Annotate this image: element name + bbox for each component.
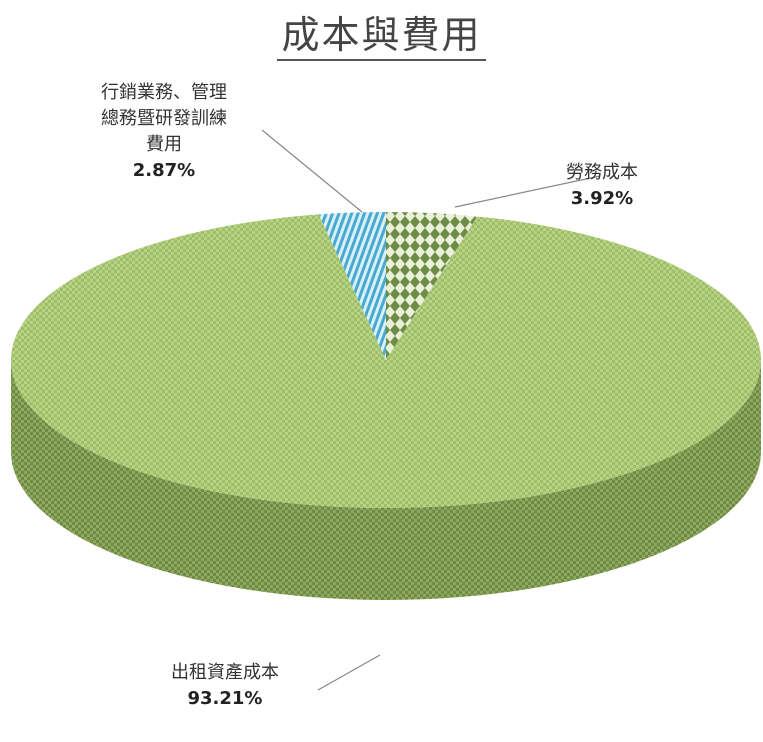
slice-labor bbox=[386, 212, 478, 360]
slice-label-expenses: 行銷業務、管理 總務暨研發訓練 費用 2.87% bbox=[101, 82, 227, 181]
chart-title: 成本與費用 bbox=[0, 4, 763, 61]
slice-label-labor: 勞務成本 3.92% bbox=[566, 162, 638, 209]
slice-rental-asset bbox=[10, 214, 761, 508]
pie-side-wall bbox=[11, 360, 761, 600]
leader-line-rental-asset bbox=[317, 654, 381, 691]
leader-line-labor bbox=[454, 175, 601, 208]
slice-label-rental-asset: 出租資產成本 93.21% bbox=[171, 662, 279, 709]
leader-line-expenses bbox=[261, 129, 363, 213]
slice-expenses bbox=[318, 212, 386, 360]
